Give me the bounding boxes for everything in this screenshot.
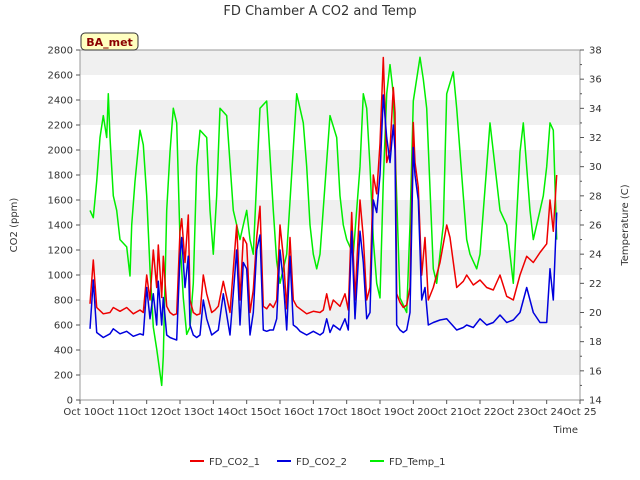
- y2-tick-label: 36: [589, 75, 602, 86]
- y-tick-label: 1600: [48, 196, 73, 207]
- x-tick-label: Oct 16: [263, 407, 296, 418]
- y2-tick-label: 18: [589, 337, 602, 348]
- legend-label: FD_Temp_1: [389, 457, 445, 468]
- legend-label: FD_CO2_1: [209, 457, 260, 468]
- y2-tick-label: 38: [589, 46, 602, 57]
- y2-axis-label: Temperature (C): [620, 184, 631, 266]
- grid-band: [80, 350, 580, 375]
- x-tick-label: Oct 20: [397, 407, 430, 418]
- chart-title: FD Chamber A CO2 and Temp: [223, 4, 416, 19]
- legend-label: FD_CO2_2: [296, 457, 347, 468]
- y-axis-label: CO2 (ppm): [9, 198, 20, 253]
- x-axis: Oct 10 Oct 11 Oct 12 Oct 13 Oct 14 Oct 15 Oct …: [63, 400, 597, 418]
- x-tick-label: Oct 12: [130, 407, 163, 418]
- y2-tick-label: 34: [589, 104, 602, 115]
- x-tick-label: Oct 23: [497, 407, 530, 418]
- y-tick-label: 2600: [48, 71, 73, 82]
- y-tick-label: 2000: [48, 146, 73, 157]
- series-line-FD_CO2_1: [89, 56, 558, 316]
- y-tick-label: 1000: [48, 271, 73, 282]
- grid-band: [80, 175, 580, 200]
- y-tick-label: 400: [54, 346, 73, 357]
- y-tick-label: 1800: [48, 171, 73, 182]
- grid-band: [80, 275, 580, 300]
- y-tick-label: 2400: [48, 96, 73, 107]
- x-tick-label: Oct 17: [297, 407, 330, 418]
- x-tick-label: Oct 19: [363, 407, 396, 418]
- x-tick-label: Oct 15: [230, 407, 263, 418]
- x-tick-label: Oct 14: [197, 407, 230, 418]
- grid-bands: [80, 50, 580, 400]
- legend: FD_CO2_1 FD_CO2_2 FD_Temp_1: [190, 457, 445, 468]
- grid-band: [80, 200, 580, 225]
- y-tick-label: 2200: [48, 121, 73, 132]
- station-badge-box: [80, 32, 139, 51]
- station-badge-label: BA_met: [86, 36, 133, 49]
- y2-tick-label: 32: [589, 133, 602, 144]
- y-tick-label: 1400: [48, 221, 73, 232]
- y-tick-label: 0: [67, 396, 73, 407]
- y2-tick-label: 14: [589, 396, 602, 407]
- grid-band: [80, 50, 580, 75]
- x-tick-label: Oct 11: [97, 407, 130, 418]
- x-tick-label: Oct 13: [163, 407, 196, 418]
- grid-band: [80, 225, 580, 250]
- x-axis-label: Time: [553, 425, 578, 436]
- x-tick-label: Oct 21: [430, 407, 463, 418]
- y2-tick-label: 28: [589, 191, 602, 202]
- y-tick-label: 1200: [48, 246, 73, 257]
- station-badge: BA_met: [80, 32, 139, 51]
- y-tick-label: 600: [54, 321, 73, 332]
- grid-band: [80, 150, 580, 175]
- series-line-FD_CO2_2: [89, 94, 558, 341]
- x-tick-label: Oct 18: [330, 407, 363, 418]
- x-tick-label: Oct 22: [463, 407, 496, 418]
- y2-tick-label: 30: [589, 162, 602, 173]
- grid-band: [80, 75, 580, 100]
- y-axis-left: 0 200 400 600 800 1000 1200 1400 1600 1800 2000 220…: [48, 46, 80, 407]
- x-tick-label: Oct 24: [530, 407, 563, 418]
- y2-tick-label: 20: [589, 308, 602, 319]
- y2-tick-label: 26: [589, 221, 602, 232]
- x-tick-label: Oct 10: [63, 407, 96, 418]
- y-tick-label: 2800: [48, 46, 73, 57]
- grid-band: [80, 125, 580, 150]
- y-tick-label: 200: [54, 371, 73, 382]
- y2-tick-label: 16: [589, 366, 602, 377]
- y-tick-label: 800: [54, 296, 73, 307]
- y2-tick-label: 22: [589, 279, 602, 290]
- y-axis-right: 14 16 18 20 22 24 26 28 30 32 34 36 38: [580, 46, 602, 407]
- series-layer: [89, 56, 558, 387]
- x-tick-label: Oct 25: [563, 407, 596, 418]
- y2-tick-label: 24: [589, 250, 602, 261]
- grid-band: [80, 375, 580, 400]
